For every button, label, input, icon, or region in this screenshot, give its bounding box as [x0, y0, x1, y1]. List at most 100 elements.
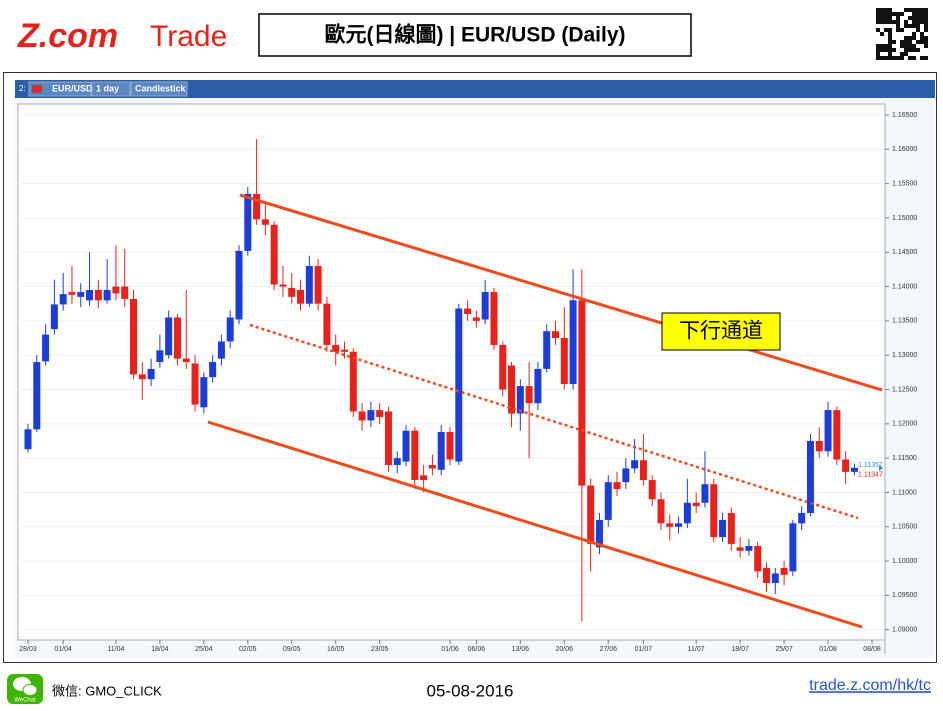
candle-body	[384, 411, 392, 465]
symbol-tab[interactable]	[28, 81, 92, 97]
x-tick-label: 01/07	[635, 646, 653, 653]
interval-tab[interactable]	[91, 81, 131, 97]
candle-body	[578, 300, 586, 486]
qr-cell	[888, 36, 892, 40]
qr-cell	[912, 16, 916, 20]
y-tick-label: 1.16000	[892, 146, 917, 153]
qr-cell	[876, 56, 880, 60]
x-tick-label: 06/06	[468, 646, 486, 653]
candle-body	[112, 286, 120, 294]
logo-main: Z.com	[17, 17, 118, 55]
toolbar-interval: 1 day	[96, 83, 119, 93]
candle-body	[666, 523, 674, 527]
qr-cell	[888, 48, 892, 52]
candle-body	[604, 482, 612, 520]
last-bid-label: 1.11347	[858, 471, 883, 478]
title-box	[258, 13, 692, 57]
x-tick-label: 11/07	[688, 646, 705, 653]
candle-body	[824, 410, 832, 452]
candle-body	[261, 219, 269, 225]
qr-cell	[908, 48, 912, 52]
qr-cell	[924, 28, 928, 32]
qr-cell	[924, 24, 928, 28]
candle-body	[402, 430, 410, 462]
qr-cell	[912, 48, 916, 52]
y-tick-label: 1.15000	[892, 215, 917, 222]
y-tick-label: 1.12500	[892, 386, 917, 393]
candle-body	[534, 368, 542, 404]
candle-body	[349, 351, 357, 412]
qr-cell	[916, 20, 920, 24]
candle-body	[376, 410, 384, 417]
candle-body	[59, 294, 67, 305]
qr-cell	[900, 52, 904, 56]
qr-cell	[884, 48, 888, 52]
upper-channel	[239, 193, 883, 392]
candle-body	[490, 292, 498, 345]
qr-cell	[920, 12, 924, 16]
candle-body	[710, 484, 718, 538]
last-price-marker	[879, 464, 883, 471]
candle-body	[226, 317, 234, 342]
candle-body	[393, 458, 401, 465]
qr-cell	[904, 20, 908, 24]
url[interactable]: trade.z.com/hk/tc	[809, 677, 931, 694]
candle-body	[420, 475, 428, 481]
y-tick-label: 1.11500	[892, 455, 917, 462]
y-tick-label: 1.10500	[892, 524, 917, 531]
y-tick-label: 1.14000	[892, 283, 917, 290]
candle-body	[297, 289, 305, 304]
candle-body	[182, 358, 190, 363]
candle-body	[464, 308, 472, 315]
y-tick-label: 1.13000	[892, 352, 917, 359]
x-tick-label: 18/04	[151, 646, 169, 653]
qr-cell	[884, 16, 888, 20]
qr-cell	[924, 20, 928, 24]
qr-cell	[916, 12, 920, 16]
candle-body	[850, 467, 858, 472]
qr-cell	[912, 36, 916, 40]
qr-cell	[876, 52, 880, 56]
toolbar-panel: 2:	[19, 84, 26, 93]
x-tick-label: 27/06	[599, 646, 617, 653]
candle-body	[323, 303, 331, 345]
qr-cell	[904, 48, 908, 52]
candle-body	[525, 386, 533, 404]
qr-cell	[904, 44, 908, 48]
qr-cell	[892, 40, 896, 44]
x-tick-label: 08/08	[863, 646, 881, 653]
annotation: 下行通道	[679, 320, 763, 343]
candle-body	[270, 224, 278, 285]
toolbar-symbol: EUR/USD	[52, 83, 93, 93]
qr-cell	[924, 40, 928, 44]
qr-cell	[908, 24, 912, 28]
x-tick-label: 01/06	[441, 646, 459, 653]
qr-cell	[920, 8, 924, 12]
qr-cell	[924, 12, 928, 16]
candle-body	[103, 289, 111, 301]
qr-cell	[876, 8, 880, 12]
candle-body	[77, 292, 85, 297]
qr-cell	[884, 44, 888, 48]
toolbar	[15, 80, 935, 98]
candle-body	[798, 513, 806, 524]
qr-cell	[916, 8, 920, 12]
qr-cell	[924, 44, 928, 48]
qr-cell	[888, 44, 892, 48]
lower-channel	[207, 420, 863, 629]
qr-cell	[876, 48, 880, 52]
candle-body	[314, 265, 322, 304]
qr-cell	[904, 40, 908, 44]
style-tab[interactable]	[130, 81, 188, 97]
candle-body	[727, 513, 735, 544]
candle-body	[50, 304, 58, 330]
qr-cell	[900, 44, 904, 48]
qr-cell	[876, 12, 880, 16]
candle-body	[806, 440, 814, 514]
qr-cell	[880, 20, 884, 24]
x-tick-label: 16/05	[327, 646, 345, 653]
candle-body	[675, 523, 683, 527]
qr-cell	[884, 28, 888, 32]
qr-cell	[880, 56, 884, 60]
